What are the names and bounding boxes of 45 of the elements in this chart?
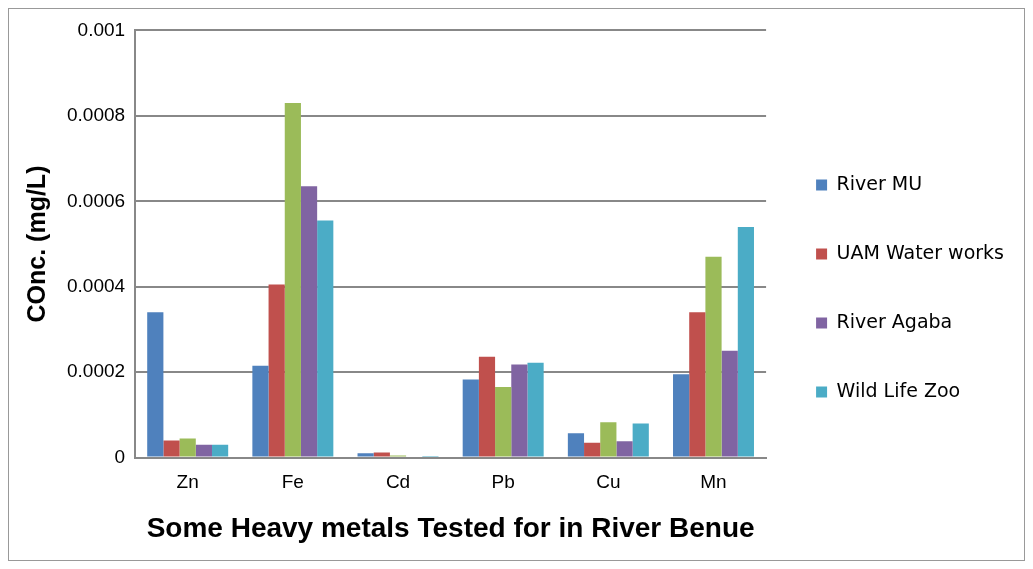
y-tick-label: 0.0008 (66, 104, 126, 126)
bar (252, 365, 269, 457)
y-tick-label: 0.0004 (66, 274, 126, 296)
bar (495, 387, 512, 457)
bar (179, 438, 196, 457)
bar (163, 440, 180, 457)
y-axis-title: COnc. (mg/L) (21, 165, 50, 323)
legend-label: Wild Life Zoo (836, 378, 961, 401)
legend-label: UAM Water works (836, 240, 1004, 263)
x-tick-label: Cd (385, 471, 411, 493)
x-axis-title: Some Heavy metals Tested for in River Benue (146, 511, 755, 543)
y-tick-label: 0.0006 (66, 189, 126, 211)
y-tick-label: 0.001 (77, 18, 126, 40)
bar (673, 374, 690, 457)
bar (357, 453, 374, 457)
x-tick-label: Fe (281, 471, 304, 493)
bar (527, 362, 544, 457)
bar (600, 422, 617, 457)
bar (147, 312, 164, 457)
y-tick-label: 0 (114, 445, 126, 467)
legend-label: River Agaba (836, 309, 953, 332)
bar (705, 256, 722, 457)
x-tick-label: Pb (491, 471, 515, 493)
bar (317, 220, 334, 457)
bar (195, 444, 212, 457)
x-tick-label: Mn (700, 471, 727, 493)
bar (721, 350, 738, 457)
bar (689, 312, 706, 457)
bar (211, 444, 229, 457)
legend-label: River MU (836, 171, 923, 194)
x-tick-label: Zn (176, 471, 199, 493)
bar (616, 441, 633, 457)
y-tick-label: 0.0002 (66, 360, 126, 382)
bar (462, 379, 479, 457)
bar (632, 423, 649, 457)
bar (478, 356, 496, 457)
bar (511, 364, 528, 457)
bar (284, 103, 301, 457)
bar (584, 442, 601, 457)
bar (268, 284, 285, 457)
bar (567, 433, 585, 457)
x-tick-label: Cu (596, 471, 621, 493)
bar (300, 186, 318, 457)
bar (737, 226, 754, 457)
bar (373, 452, 390, 457)
